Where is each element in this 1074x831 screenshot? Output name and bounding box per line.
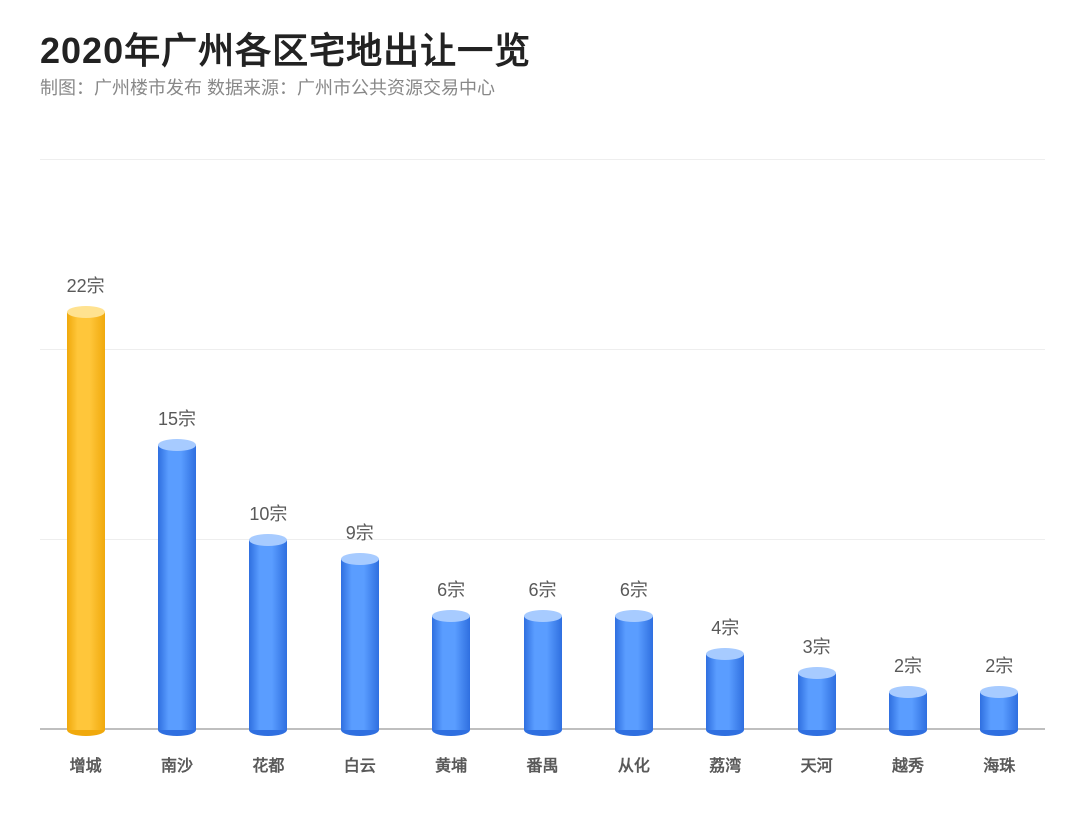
bar: 4宗 <box>706 648 744 730</box>
x-axis-label: 白云 <box>314 752 405 776</box>
bar: 6宗 <box>524 610 562 730</box>
plot-area: 22宗15宗10宗9宗6宗6宗6宗4宗3宗2宗2宗 <box>40 160 1045 730</box>
bar: 9宗 <box>341 553 379 730</box>
chart-subtitle: 制图：广州楼市发布 数据来源：广州市公共资源交易中心 <box>40 74 495 100</box>
x-axis-label: 黄埔 <box>405 752 496 776</box>
bar-cap <box>158 439 196 451</box>
bar-body <box>524 616 562 730</box>
bar-body <box>706 654 744 730</box>
bar-body <box>341 559 379 730</box>
x-axis-label: 南沙 <box>131 752 222 776</box>
bar-value-label: 15宗 <box>127 405 227 431</box>
bar-cap <box>798 667 836 679</box>
bar-value-label: 9宗 <box>310 519 410 545</box>
gridline <box>40 349 1045 350</box>
bar-cap <box>615 610 653 622</box>
bar-cap <box>432 610 470 622</box>
bar-body <box>615 616 653 730</box>
bar-cap <box>889 686 927 698</box>
bar: 6宗 <box>432 610 470 730</box>
x-axis-label: 越秀 <box>862 752 953 776</box>
bar-cap <box>524 610 562 622</box>
x-axis-labels: 增城南沙花都白云黄埔番禺从化荔湾天河越秀海珠 <box>40 742 1045 782</box>
bar: 3宗 <box>798 667 836 730</box>
bar-value-label: 6宗 <box>493 576 593 602</box>
bar-body <box>67 312 105 730</box>
bar-cap <box>341 553 379 565</box>
bar: 2宗 <box>889 686 927 730</box>
bar: 22宗 <box>67 306 105 730</box>
bar: 15宗 <box>158 439 196 730</box>
bar-value-label: 6宗 <box>401 576 501 602</box>
x-axis-label: 海珠 <box>954 752 1045 776</box>
bar-value-label: 4宗 <box>675 614 775 640</box>
bar-body <box>249 540 287 730</box>
x-axis-label: 增城 <box>40 752 131 776</box>
chart-title: 2020年广州各区宅地出让一览 <box>40 22 531 74</box>
x-axis-label: 天河 <box>771 752 862 776</box>
bar-body <box>798 673 836 730</box>
bar: 6宗 <box>615 610 653 730</box>
bar-body <box>158 445 196 730</box>
chart-canvas: 2020年广州各区宅地出让一览 制图：广州楼市发布 数据来源：广州市公共资源交易… <box>0 0 1074 831</box>
gridline <box>40 159 1045 160</box>
bar-cap <box>67 306 105 318</box>
x-axis-label: 荔湾 <box>680 752 771 776</box>
bar-body <box>432 616 470 730</box>
bar: 10宗 <box>249 534 287 730</box>
bar-value-label: 22宗 <box>36 272 136 298</box>
bar-value-label: 10宗 <box>218 500 318 526</box>
x-axis-label: 番禺 <box>497 752 588 776</box>
x-axis-label: 花都 <box>223 752 314 776</box>
bar-value-label: 2宗 <box>858 652 958 678</box>
bar: 2宗 <box>980 686 1018 730</box>
bar-value-label: 2宗 <box>949 652 1049 678</box>
bar-value-label: 6宗 <box>584 576 684 602</box>
x-axis-label: 从化 <box>588 752 679 776</box>
bar-value-label: 3宗 <box>767 633 867 659</box>
